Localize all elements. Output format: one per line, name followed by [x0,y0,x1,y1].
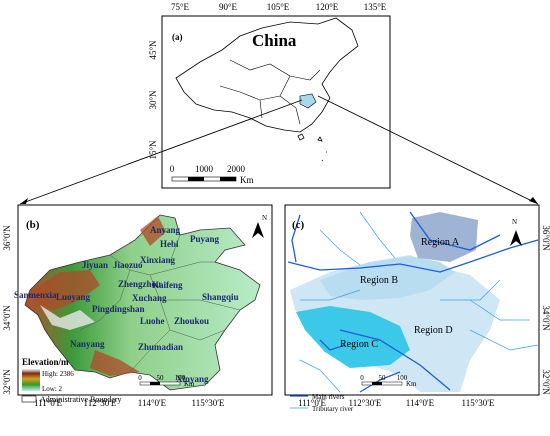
city-label: Xuchang [132,293,167,303]
lon-label: 75°E [171,2,190,12]
scale-unit: Km [184,380,195,388]
city-label: Zhengzhou [118,279,161,289]
legend-boundary-swatch [21,395,37,403]
admin-boundaries [79,234,241,373]
region-a [410,212,478,262]
city-label: Nanyang [70,339,105,349]
lon-label: 120°E [316,2,339,12]
scale-label: 100 [175,374,186,382]
lon-label: 115°30'E [192,398,225,408]
city-label: Jiyuan [82,260,108,270]
lat-label: 32°0'N [2,369,12,395]
lon-label: 112°30'E [84,398,117,408]
lon-label: 90°E [219,2,238,12]
region-label: Region A [421,237,460,248]
lat-label: 34°0'N [541,305,550,331]
city-label: Puyang [190,234,220,244]
city-label: Jiaozuo [113,260,143,270]
scale-unit: Km [406,380,417,388]
north-arrow [510,230,522,246]
city-label: Luoyang [56,292,91,302]
scale-label: 0 [170,164,175,174]
panel-a: (a) China 75°E 90°E 105°E 120°E 135°E 45… [148,2,391,189]
mountain-terrain [30,216,166,376]
north-label: N [512,218,517,226]
legend-ramp [22,369,40,391]
city-label: Zhumadian [138,342,183,352]
scale-label: 50 [157,374,165,382]
scale-bar [220,177,236,181]
panel-label: (c) [292,219,305,231]
scale-label: 50 [379,374,387,382]
lon-label: 114°0'E [138,398,167,408]
tributary-rivers [299,211,539,393]
main-rivers [287,211,539,393]
scale-label: 100 [397,374,408,382]
connector [19,99,303,205]
lon-label: 111°0'E [34,398,63,408]
lon-label: 111°0'E [298,398,327,408]
north-label: N [262,214,267,222]
legend-low: Low: 2 [42,385,63,393]
panel-b: (b) N 36°0'N 34°0'N 32°0'N 111°0'E 112°3… [2,204,273,408]
province-lines [219,59,321,125]
region-label: Region D [414,325,453,336]
legend-high: High: 2386 [42,370,74,378]
panel-c: (c) N 36°0'N 34°0'N 32°0'N 111°0'E 112°3… [284,204,550,413]
city-label: Hebi [160,239,179,249]
lat-label: 36°0'N [2,225,12,251]
legend-main: Main rivers [312,393,345,401]
scale-bar [372,382,382,385]
scale-label: 0 [138,374,142,382]
city-label: Pingdingshan [92,304,145,314]
city-label: Xinyang [176,374,209,384]
lon-label: 114°0'E [406,398,435,408]
map-title: China [252,31,297,50]
region-c [296,306,410,368]
city-label: Shangqiu [202,292,239,302]
legend-tributary: Tributary river [312,405,354,413]
lat-label: 30°N [148,90,158,110]
region-label: Region B [360,275,398,286]
lon-label: 105°E [267,2,290,12]
scale-bar [150,382,160,385]
lon-label: 112°30'E [349,398,382,408]
lat-label: 15°N [148,140,158,160]
lat-label: 32°0'N [541,369,550,395]
legend-title: Elevation/m [22,357,69,367]
connector [317,95,539,205]
city-label: Anyang [150,225,181,235]
lon-label: 135°E [364,2,387,12]
arrowheads [20,197,538,204]
region-label: Region C [340,339,378,350]
panel-label: (b) [26,219,40,231]
legend-boundary: Administrative Boundary [40,395,122,404]
region-b [320,256,455,300]
city-label: Kaifeng [152,280,183,290]
henan-highlight [299,93,317,109]
lon-label: 115°30'E [462,398,495,408]
scale-unit: Km [240,175,254,185]
scale-label: 2000 [227,164,246,174]
panel-label: (a) [172,32,183,42]
city-label: Zhoukou [174,316,209,326]
city-label: Luohe [140,316,165,326]
city-label: Xinxiang [140,255,176,265]
lat-label: 36°0'N [541,225,550,251]
scale-label: 0 [360,374,364,382]
scale-bar [188,177,204,181]
north-arrow [252,222,264,238]
city-label: Sanmenxia [14,290,57,300]
lat-label: 45°N [148,40,158,60]
high-terrain [40,305,95,330]
islands [297,133,327,162]
lat-label: 34°0'N [2,305,12,331]
scale-label: 1000 [195,164,214,174]
